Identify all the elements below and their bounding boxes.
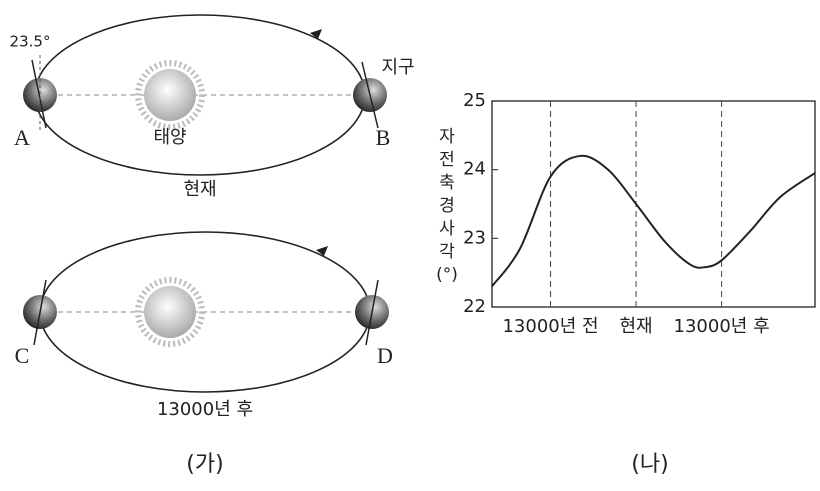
point-label: B xyxy=(376,125,391,150)
panel-label: (가) xyxy=(186,452,223,477)
sun-label: 태양 xyxy=(153,127,186,148)
y-axis-label: 축 xyxy=(439,173,455,193)
panel-label: (나) xyxy=(631,452,668,477)
y-axis-label: 각 xyxy=(439,242,455,262)
tilt-curve xyxy=(491,154,816,288)
y-tick-label: 22 xyxy=(463,296,486,317)
caption: 현재 xyxy=(183,179,216,200)
x-tick-label: 13000년 전 xyxy=(502,316,598,337)
y-axis-label: 경 xyxy=(439,196,455,216)
point-label: C xyxy=(15,343,30,368)
orbit-present xyxy=(23,14,387,176)
y-axis-label: 사 xyxy=(439,219,455,239)
angle-label: 23.5° xyxy=(10,33,51,51)
y-axis-label: 전 xyxy=(439,150,455,170)
y-tick-label: 25 xyxy=(463,90,486,111)
orbit-future xyxy=(23,231,389,393)
y-tick-label: 23 xyxy=(463,227,486,248)
x-tick-label: 현재 xyxy=(620,316,653,337)
x-tick-label: 13000년 후 xyxy=(674,316,770,337)
earth-label: 지구 xyxy=(381,57,414,78)
point-label: A xyxy=(14,125,30,150)
y-axis-label: (°) xyxy=(436,265,458,285)
plot-frame xyxy=(491,100,816,308)
y-axis-label: 자 xyxy=(439,127,455,147)
point-label: D xyxy=(377,343,393,368)
y-tick-label: 24 xyxy=(463,159,486,180)
caption: 13000년 후 xyxy=(157,399,253,420)
